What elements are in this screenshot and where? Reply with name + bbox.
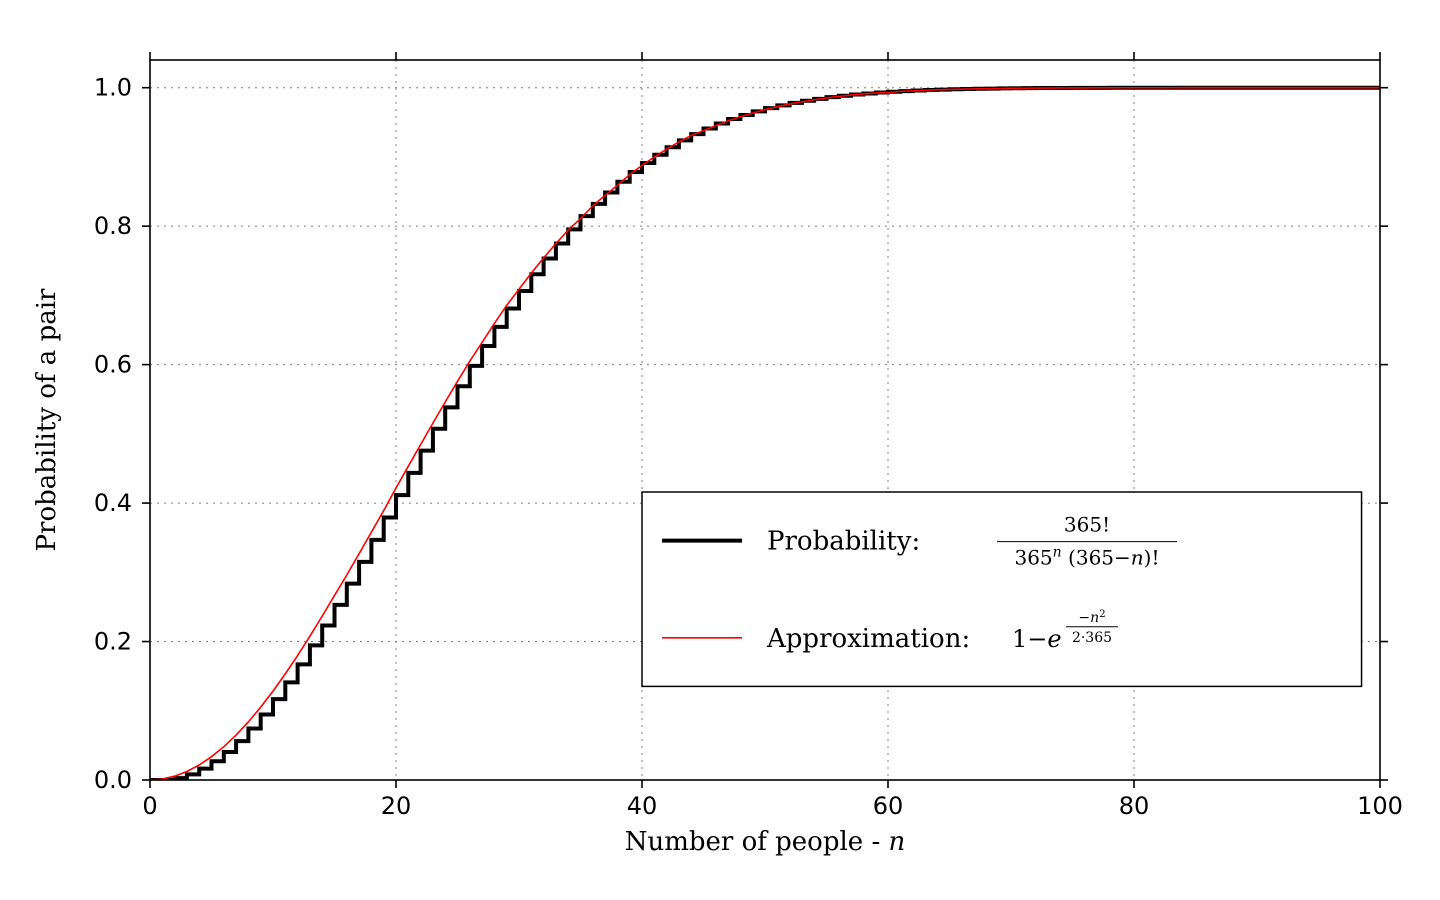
chart-svg: 0 20 40 60 80 100 0.0 0.2 0.4 0.6 0.8 1.0 Number of … xyxy=(0,0,1440,900)
x-tick-label: 80 xyxy=(1119,792,1150,820)
x-tick-label: 0 xyxy=(142,792,157,820)
x-tick-label: 20 xyxy=(381,792,412,820)
svg-text:1−e: 1−e xyxy=(1012,625,1062,653)
y-axis-label: Probability of a pair xyxy=(32,288,62,551)
legend-entry-probability: Probability: xyxy=(767,527,920,557)
svg-text:2·365: 2·365 xyxy=(1072,630,1112,646)
x-tick-label: 60 xyxy=(873,792,904,820)
svg-text:365!: 365! xyxy=(1064,513,1110,537)
legend-entry-approximation: Approximation: xyxy=(766,624,970,654)
y-tick-label: 1.0 xyxy=(94,74,132,102)
x-tick-label: 100 xyxy=(1357,792,1403,820)
x-tick-label: 40 xyxy=(627,792,658,820)
svg-text:365n (365−n)!: 365n (365−n)! xyxy=(1014,545,1159,570)
y-tick-label: 0.0 xyxy=(94,766,132,794)
y-tick-label: 0.4 xyxy=(94,489,132,517)
x-axis-label: Number of people - n xyxy=(625,827,906,857)
y-tick-label: 0.2 xyxy=(94,628,132,656)
y-tick-label: 0.6 xyxy=(94,351,132,379)
legend: Probability: 365! 365n (365−n)! Approximat… xyxy=(642,492,1362,686)
birthday-problem-chart: 0 20 40 60 80 100 0.0 0.2 0.4 0.6 0.8 1.0 Number of … xyxy=(0,0,1440,900)
y-tick-label: 0.8 xyxy=(94,212,132,240)
